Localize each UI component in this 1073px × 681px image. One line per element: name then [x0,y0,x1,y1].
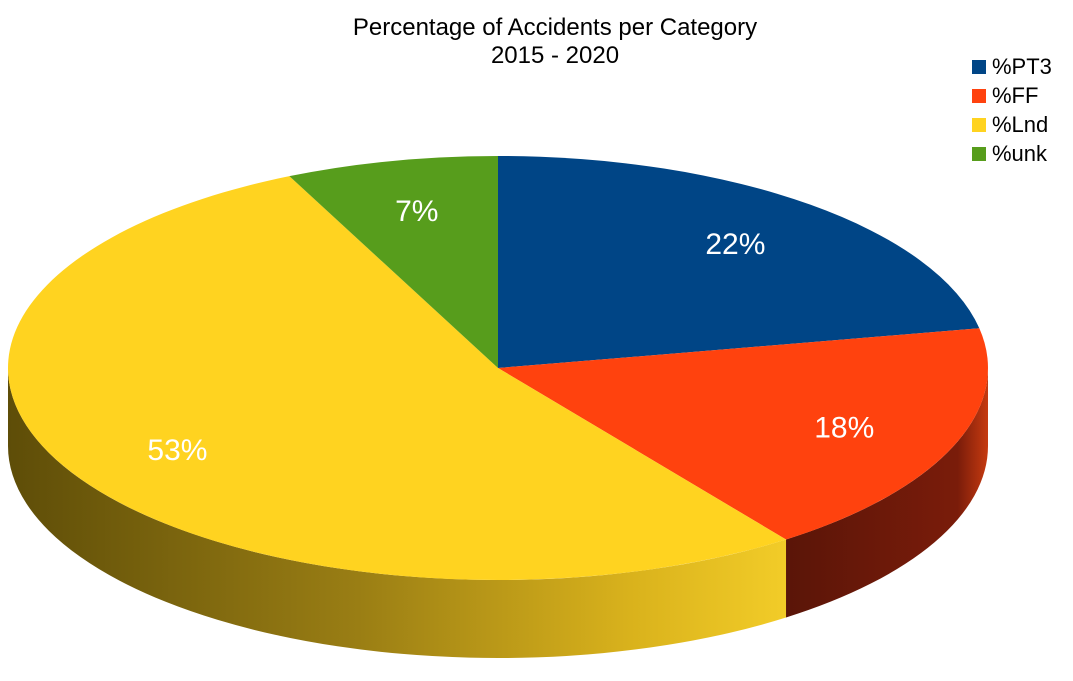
pie-side-lnd [8,368,787,658]
pie-slice-unk [289,156,498,368]
pie-slice-lnd [7,176,787,581]
data-label-pt3: 22% [705,228,765,261]
data-label-ff: 18% [814,411,874,444]
chart-legend: %PT3 %FF %Lnd %unk [972,52,1052,168]
pie-slice-pt3 [498,156,980,368]
legend-label: %FF [992,82,1039,108]
data-label-unk: 7% [395,195,438,228]
legend-label: %PT3 [992,53,1052,79]
legend-swatch [972,88,986,103]
legend-label: %unk [992,140,1048,166]
legend-item-unk: %unk [972,139,1052,168]
legend-item-lnd: %Lnd [972,110,1052,139]
legend-swatch [972,146,986,161]
pie-side-walls [8,368,988,658]
pie-slice-ff [498,328,988,540]
legend-swatch [972,117,986,132]
data-label-lnd: 53% [147,434,207,467]
pie-data-labels: 22% 18% 53% 7% [147,195,874,467]
chart-subtitle: 2015 - 2020 [490,42,620,69]
legend-item-pt3: %PT3 [972,52,1052,81]
chart-title-block: Percentage of Accidents per Category 201… [260,14,850,70]
pie-side-ff [786,368,988,618]
legend-swatch [972,59,986,74]
pie-top-slices [7,156,988,581]
legend-item-ff: %FF [972,81,1052,110]
legend-label: %Lnd [992,111,1049,137]
chart-title: Percentage of Accidents per Category [352,14,758,41]
